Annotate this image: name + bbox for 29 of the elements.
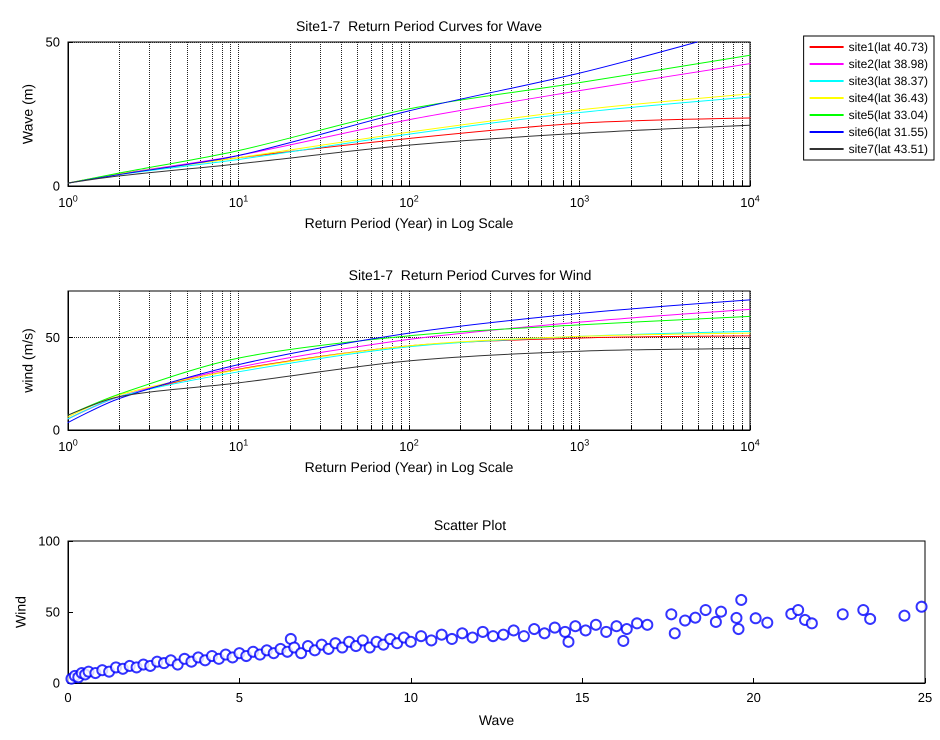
legend-label: site7(lat 43.51) [848, 142, 928, 156]
legend-label: site3(lat 38.37) [848, 74, 928, 88]
x-tick-label: 20 [746, 690, 761, 705]
y-axis-title: wind (m/s) [20, 328, 36, 394]
chart-title: Scatter Plot [434, 517, 506, 533]
x-tick-label: 0 [64, 690, 72, 705]
legend-label: site6(lat 31.55) [848, 125, 928, 139]
x-tick-label: 10 [404, 690, 418, 705]
x-axis-title: Return Period (Year) in Log Scale [304, 215, 514, 231]
y-tick-label: 0 [52, 178, 60, 194]
legend-label: site4(lat 36.43) [848, 91, 928, 105]
x-axis-title: Wave [478, 712, 514, 728]
y-tick-label: 50 [46, 330, 60, 345]
legend-label: site2(lat 38.98) [848, 57, 928, 71]
legend-label: site5(lat 33.04) [848, 108, 928, 122]
x-tick-label: 5 [236, 690, 244, 705]
y-axis-title: Wind [12, 596, 28, 628]
chart-title: Site1-7 Return Period Curves for Wave [296, 18, 542, 34]
y-tick-label: 100 [38, 534, 60, 548]
y-tick-label: 0 [52, 422, 60, 438]
y-axis-title: Wave (m) [20, 84, 36, 144]
y-tick-label: 50 [46, 604, 60, 620]
chart-title: Site1-7 Return Period Curves for Wind [348, 267, 592, 283]
legend-label: site1(lat 40.73) [848, 40, 928, 54]
y-tick-label: 50 [46, 34, 60, 50]
x-axis-title: Return Period (Year) in Log Scale [304, 459, 514, 475]
y-tick-label: 0 [52, 676, 60, 690]
x-tick-label: 25 [918, 690, 932, 705]
x-tick-label: 15 [574, 690, 590, 705]
